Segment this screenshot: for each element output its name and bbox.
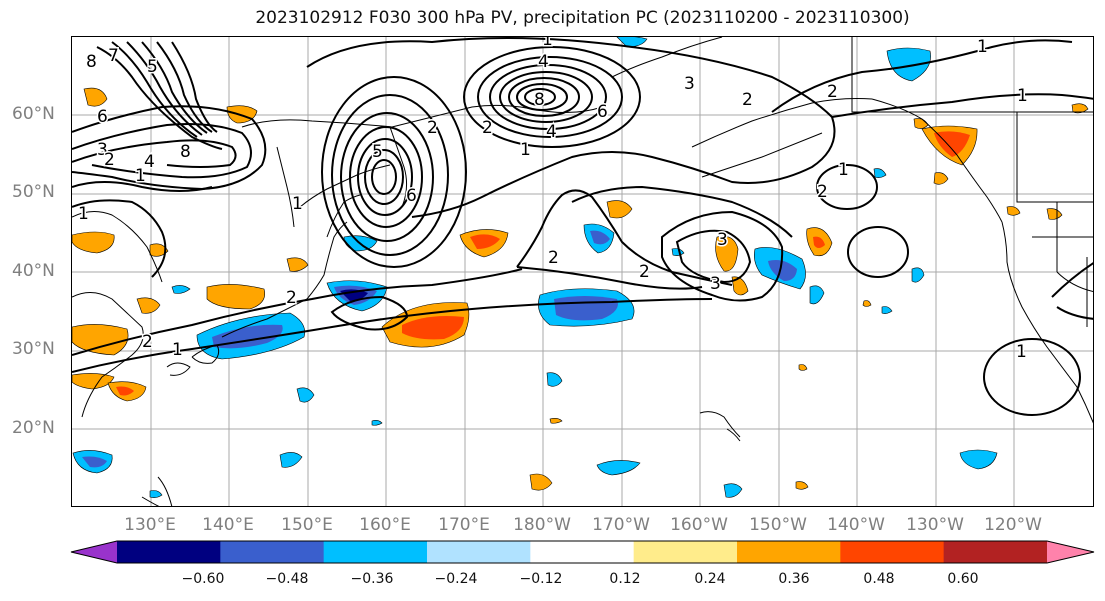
lon-label-140w: 140°W xyxy=(827,515,885,535)
colorbar-bin xyxy=(1047,541,1094,563)
lon-label-170w: 170°W xyxy=(592,515,650,535)
lat-label-60n: 60°N xyxy=(12,104,55,124)
colorbar-tick: −0.60 xyxy=(181,571,225,587)
colorbar-bin xyxy=(530,541,635,563)
colorbar-tick: −0.48 xyxy=(265,571,309,587)
lon-label-150w: 150°W xyxy=(749,515,807,535)
lon-label-150e: 150°E xyxy=(281,515,333,535)
colorbar-tick: −0.24 xyxy=(434,571,478,587)
contour-label: 2 xyxy=(817,182,828,202)
contour-label: 1 xyxy=(520,140,531,160)
contour-label: 2 xyxy=(548,248,559,268)
contour-label: 1 xyxy=(135,166,146,186)
contour-label: 4 xyxy=(546,122,557,142)
contour-label: 1 xyxy=(292,194,303,214)
lon-label-160w: 160°W xyxy=(670,515,728,535)
contour-label: 1 xyxy=(1017,86,1028,106)
lon-label-130w: 130°W xyxy=(906,515,964,535)
contour-label: 3 xyxy=(717,230,728,250)
contour-label: 4 xyxy=(144,152,155,172)
map-panel: 8 7 6 5 3 2 1 4 1 8 1 5 6 2 8 4 3 2 6 1 … xyxy=(71,36,1094,507)
lat-label-50n: 50°N xyxy=(12,182,55,202)
contour-label: 3 xyxy=(710,274,721,294)
contour-label: 1 xyxy=(172,340,183,360)
colorbar-tick: 0.60 xyxy=(947,571,979,587)
lon-label-130e: 130°E xyxy=(124,515,176,535)
contour-label: 3 xyxy=(97,140,108,160)
contour-label: 2 xyxy=(286,288,297,308)
colorbar-bin xyxy=(427,541,531,563)
lon-label-120w: 120°W xyxy=(984,515,1042,535)
contour-label: 8 xyxy=(534,90,545,110)
contour-label: 1 xyxy=(977,37,988,57)
contour-label: 5 xyxy=(147,57,158,77)
lon-label-140e: 140°E xyxy=(202,515,254,535)
pv-contour-labels: 8 7 6 5 3 2 1 4 1 8 1 5 6 2 8 4 3 2 6 1 … xyxy=(77,37,1030,364)
colorbar-bin xyxy=(840,541,945,563)
contour-label: 2 xyxy=(427,118,438,138)
contour-label: 1 xyxy=(78,204,89,224)
colorbar-tick: 0.24 xyxy=(694,571,726,587)
contour-label: 2 xyxy=(639,262,650,282)
contour-label: 2 xyxy=(482,118,493,138)
figure-title: 2023102912 F030 300 hPa PV, precipitatio… xyxy=(255,8,910,28)
colorbar-bin xyxy=(117,541,221,563)
lon-label-180w: 180°W xyxy=(513,515,571,535)
contour-label: 2 xyxy=(104,150,115,170)
contour-label: 8 xyxy=(86,52,97,72)
contour-label: 4 xyxy=(538,52,549,72)
contour-label: 1 xyxy=(838,160,849,180)
lat-label-40n: 40°N xyxy=(12,261,55,281)
colorbar-bin xyxy=(633,541,738,563)
colorbar-bins xyxy=(71,541,1094,563)
lon-label-170e: 170°E xyxy=(438,515,490,535)
colorbar-bin xyxy=(220,541,325,563)
colorbar-bin xyxy=(71,541,117,563)
colorbar-bin xyxy=(737,541,841,563)
pv-contours xyxy=(72,37,1093,416)
lat-label-30n: 30°N xyxy=(12,339,55,359)
precipitation-shading xyxy=(72,37,1089,498)
contour-label: 2 xyxy=(827,82,838,102)
contour-label: 6 xyxy=(597,102,608,122)
contour-label: 5 xyxy=(372,142,383,162)
contour-label: 1 xyxy=(1016,342,1027,362)
contour-label: 3 xyxy=(684,74,695,94)
contour-label: 2 xyxy=(742,90,753,110)
colorbar-bin xyxy=(943,541,1048,563)
gridlines xyxy=(72,37,1093,506)
lat-label-20n: 20°N xyxy=(12,418,55,438)
contour-label: 1 xyxy=(542,37,553,50)
map-canvas: 8 7 6 5 3 2 1 4 1 8 1 5 6 2 8 4 3 2 6 1 … xyxy=(72,37,1093,506)
contour-label: 8 xyxy=(180,142,191,162)
colorbar-tick: 0.48 xyxy=(863,571,895,587)
colorbar-bin xyxy=(323,541,428,563)
colorbar-tick: 0.36 xyxy=(778,571,810,587)
contour-label: 2 xyxy=(142,332,153,352)
colorbar-tick: −0.12 xyxy=(519,571,563,587)
contour-label: 6 xyxy=(406,186,417,206)
colorbar-tick: −0.36 xyxy=(350,571,394,587)
colorbar-tick: 0.12 xyxy=(609,571,641,587)
contour-label: 6 xyxy=(97,107,108,127)
lon-label-160e: 160°E xyxy=(359,515,411,535)
contour-label: 7 xyxy=(108,46,119,66)
colorbar xyxy=(70,540,1095,564)
